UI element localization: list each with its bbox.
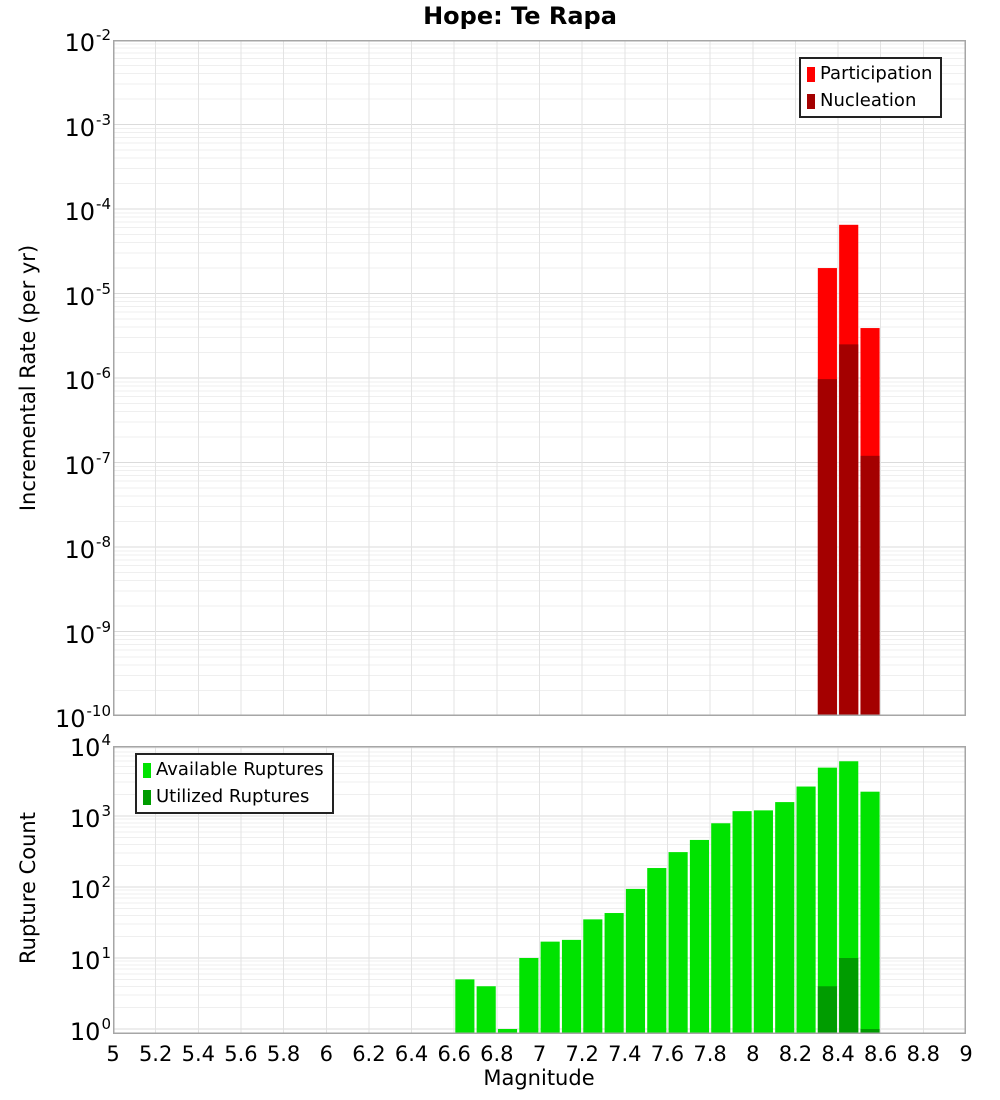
x-tick-7.6: 7.6 [650,1042,685,1066]
bar-overlay-utilized-ruptures [839,958,859,1034]
y-axis-label-count: Rupture Count [16,812,40,964]
y-tick-10e0: 100 [69,1015,111,1046]
bar-overlay-nucleation [839,344,859,716]
y-tick-10e-10: 10-10 [54,702,111,733]
y-tick-10e-9: 10-9 [64,617,111,649]
bar-available-ruptures [476,986,496,1034]
legend-label-utilized: Utilized Ruptures [156,786,310,807]
legend-label-nucleation: Nucleation [820,90,917,111]
y-tick-10e-5: 10-5 [64,279,111,311]
legend-item-available: Available Ruptures [143,760,324,780]
bar-available-ruptures [668,852,688,1034]
bar-available-ruptures [540,941,560,1034]
legend-item-participation: Participation [807,64,932,84]
bar-overlay-nucleation [860,455,880,716]
available-ruptures-swatch-icon [143,762,151,778]
x-tick-6.6: 6.6 [437,1042,471,1066]
bar-available-ruptures [732,811,752,1034]
bar-overlay-nucleation [817,379,837,716]
bar-available-ruptures [817,767,837,1034]
y-tick-10e2: 102 [69,873,111,904]
bar-available-ruptures [497,1029,518,1034]
rate-legend: Participation Nucleation [799,57,943,118]
x-tick-6: 6 [319,1042,333,1066]
x-tick-6.8: 6.8 [480,1042,514,1066]
x-tick-5: 5 [106,1042,120,1066]
bar-available-ruptures [561,939,582,1034]
bar-available-ruptures [796,786,816,1034]
y-tick-10e-3: 10-3 [64,110,111,142]
bar-available-ruptures [583,919,603,1034]
y-axis-label-rate: Incremental Rate (per yr) [16,244,40,512]
x-tick-5.8: 5.8 [266,1042,301,1066]
y-tick-10e4: 104 [69,731,111,762]
y-tick-10e-2: 10-2 [64,26,111,57]
x-tick-5.4: 5.4 [181,1042,215,1066]
legend-label-participation: Participation [820,63,933,84]
bar-available-ruptures [689,839,709,1034]
x-axis-label-magnitude: Magnitude [483,1066,595,1090]
x-tick-8: 8 [746,1042,760,1066]
bar-available-ruptures [519,958,539,1034]
participation-swatch-icon [807,66,815,82]
bar-available-ruptures [455,979,475,1034]
x-tick-5.6: 5.6 [224,1042,258,1066]
x-tick-6.4: 6.4 [394,1042,429,1066]
nucleation-swatch-icon [807,93,815,109]
x-tick-8.8: 8.8 [906,1042,941,1066]
bar-overlay-utilized-ruptures [860,1029,880,1034]
y-tick-10e-4: 10-4 [64,195,111,226]
x-tick-8.2: 8.2 [778,1042,813,1066]
y-tick-10e-8: 10-8 [64,533,111,564]
x-tick-7.8: 7.8 [693,1042,727,1066]
legend-item-utilized: Utilized Ruptures [143,787,324,807]
x-tick-7: 7 [532,1042,547,1066]
x-tick-5.2: 5.2 [138,1042,173,1066]
bar-available-ruptures [711,823,731,1034]
bar-overlay-utilized-ruptures [817,986,837,1034]
bar-available-ruptures [775,802,795,1034]
x-tick-7.2: 7.2 [565,1042,599,1066]
y-tick-10e1: 101 [69,944,111,975]
legend-label-available: Available Ruptures [156,759,324,780]
rate-chart-plot-area [113,40,966,716]
bar-available-ruptures [860,791,880,1034]
count-chart-plot-area [113,746,966,1034]
bar-available-ruptures [625,888,646,1034]
chart-title: Hope: Te Rapa [423,2,617,30]
count-legend: Available Ruptures Utilized Ruptures [135,753,334,814]
bar-available-ruptures [604,913,624,1034]
bar-available-ruptures [647,868,667,1034]
legend-item-nucleation: Nucleation [807,91,932,111]
x-tick-8.4: 8.4 [821,1042,855,1066]
x-tick-6.2: 6.2 [352,1042,386,1066]
bar-available-ruptures [753,810,773,1034]
x-tick-8.6: 8.6 [863,1042,898,1066]
x-tick-9: 9 [959,1042,973,1066]
y-tick-10e-6: 10-6 [64,364,111,395]
y-tick-10e-7: 10-7 [64,448,111,480]
x-tick-7.4: 7.4 [608,1042,642,1066]
utilized-ruptures-swatch-icon [143,789,151,805]
y-tick-10e3: 103 [69,802,111,833]
